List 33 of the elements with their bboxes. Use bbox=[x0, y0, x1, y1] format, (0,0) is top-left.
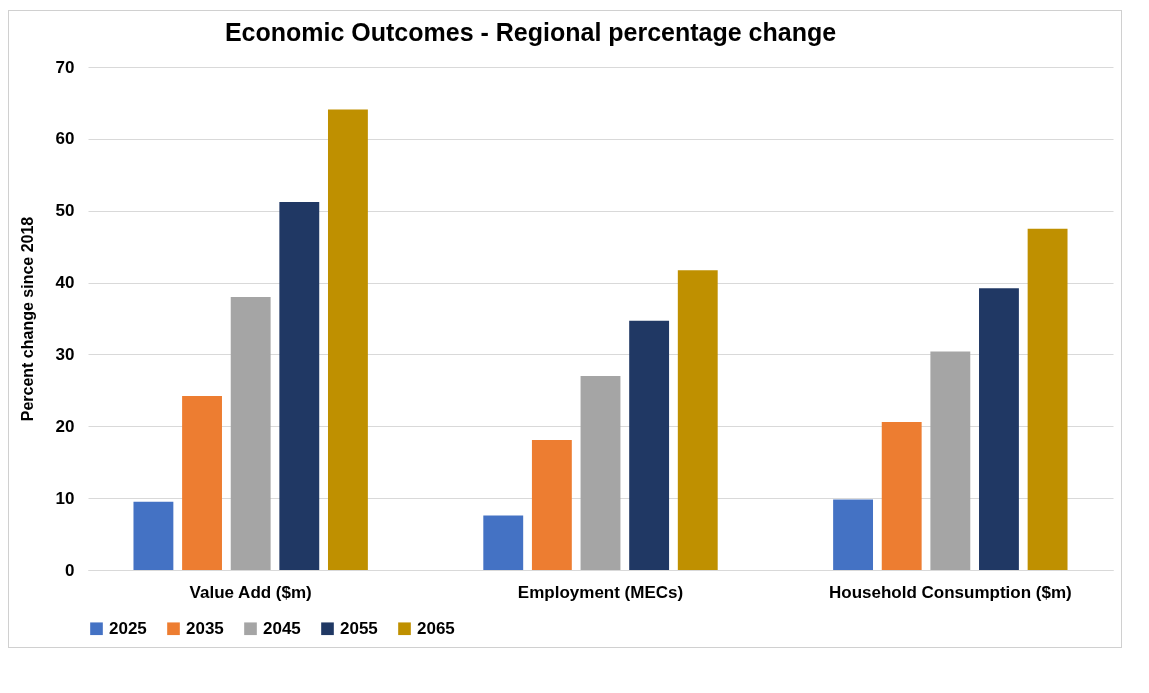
legend-label: 2045 bbox=[263, 618, 301, 638]
bar bbox=[930, 351, 971, 570]
bar bbox=[230, 296, 271, 570]
y-tick-label: 30 bbox=[55, 344, 75, 364]
legend-label: 2035 bbox=[186, 618, 224, 638]
bar bbox=[1027, 228, 1068, 570]
y-tick-label: 10 bbox=[55, 488, 75, 508]
chart-title: Economic Outcomes - Regional percentage change bbox=[224, 18, 837, 46]
bar bbox=[483, 515, 524, 570]
y-tick-label: 40 bbox=[55, 273, 75, 293]
bar bbox=[979, 288, 1019, 570]
bar bbox=[833, 499, 874, 570]
legend-label: 2025 bbox=[109, 618, 147, 638]
bar bbox=[531, 439, 572, 570]
legend-label: 2065 bbox=[417, 618, 455, 638]
bar bbox=[327, 109, 368, 570]
y-tick-label: 70 bbox=[55, 57, 75, 77]
y-tick-label: 20 bbox=[55, 416, 75, 436]
legend-label: 2055 bbox=[340, 618, 378, 638]
x-tick-label: Value Add ($m) bbox=[189, 582, 312, 602]
bar bbox=[279, 202, 320, 570]
bar bbox=[677, 270, 718, 570]
bar bbox=[133, 501, 174, 570]
y-tick-label: 0 bbox=[65, 560, 75, 580]
x-tick-label: Employment (MECs) bbox=[517, 582, 684, 602]
y-tick-label: 60 bbox=[55, 129, 75, 149]
bar bbox=[580, 375, 621, 570]
x-tick-label: Household Consumption ($m) bbox=[828, 582, 1072, 602]
y-tick-label: 50 bbox=[55, 201, 75, 221]
bar bbox=[182, 396, 222, 570]
bar bbox=[881, 421, 922, 570]
bar bbox=[629, 320, 670, 570]
y-axis-title: Percent change since 2018 bbox=[18, 216, 36, 422]
